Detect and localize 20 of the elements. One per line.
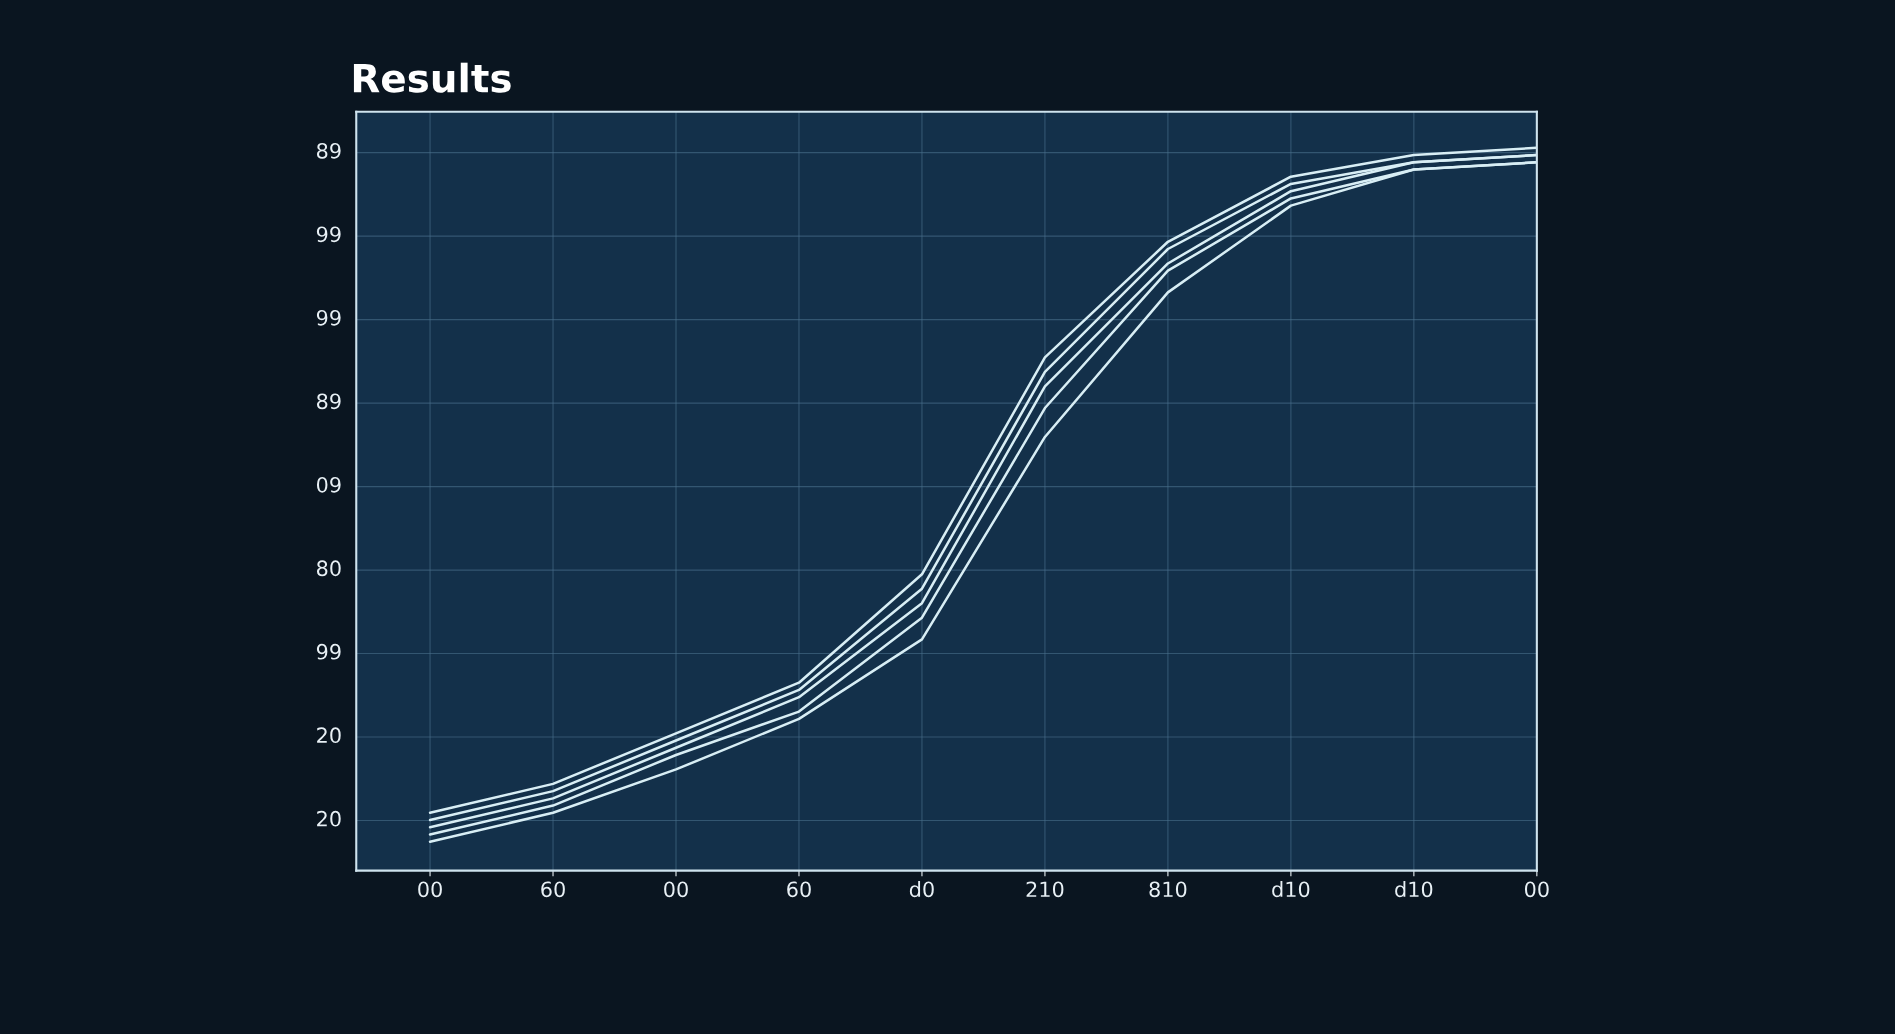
text: 89 [317,142,341,159]
text: 99 [316,226,341,243]
chart-title: Results [353,62,511,93]
x-tick-label: 00 [418,881,442,898]
text: 09 [316,476,341,493]
x-tick-label: 00 [664,881,688,898]
text: 99 [316,643,341,660]
x-tick-label: 210 [1026,881,1064,898]
text: 80 [317,560,341,577]
text: 20 [317,727,341,744]
x-tick-label: 00 [1524,881,1549,898]
text: 89 [317,393,341,410]
x-tick-label: 60 [541,881,565,898]
x-tick-label: 60 [787,881,811,898]
x-tick-label: 810 [1149,881,1187,898]
x-tick-label: d10 [1272,881,1310,898]
x-tick-label: d0 [909,881,934,898]
text: 99 [316,309,341,326]
x-tick-label: d10 [1395,881,1433,898]
text: 20 [317,810,341,827]
